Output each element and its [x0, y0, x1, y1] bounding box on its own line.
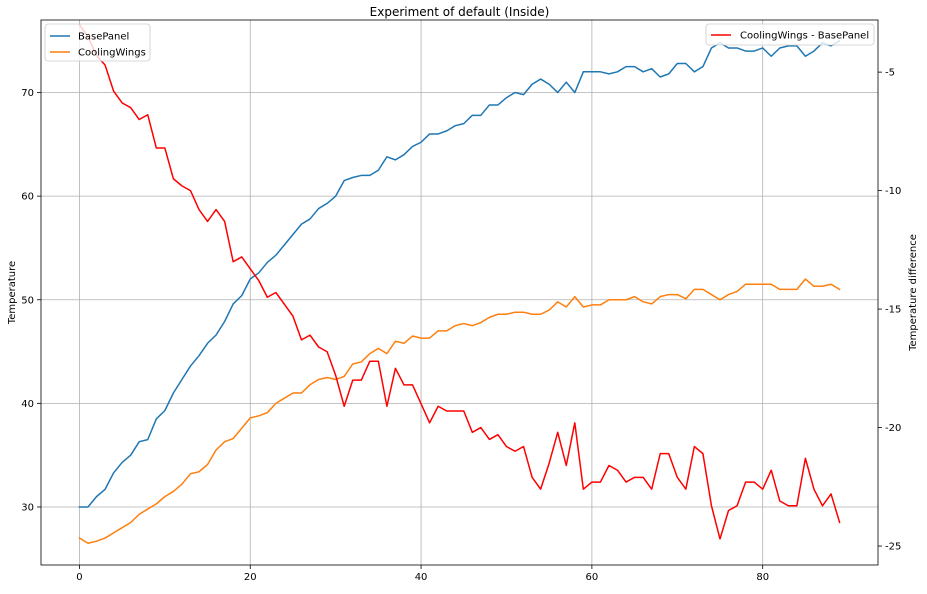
y-tick-label: 60 [21, 192, 34, 203]
y-tick-label: 30 [21, 502, 34, 513]
chart-title: Experiment of default (Inside) [370, 5, 550, 19]
legend-label: CoolingWings - BasePanel [740, 31, 869, 42]
y-axis-right-label: Temperature difference [908, 234, 919, 352]
y-tick-label: 50 [21, 295, 34, 306]
y-axis-label: Temperature [7, 261, 18, 325]
x-tick-label: 0 [76, 572, 82, 583]
series-line-coolingwings-basepanel [78, 23, 841, 540]
x-tick-label: 40 [415, 572, 428, 583]
legend-right-box [705, 23, 875, 46]
x-tick-label: 80 [756, 572, 769, 583]
y-tick-label: 40 [21, 399, 34, 410]
x-tick-label: 20 [244, 572, 257, 583]
legend-label: BasePanel [78, 32, 129, 43]
legend-label: CoolingWings [78, 48, 146, 59]
y-right-tick-label: -5 [885, 68, 895, 79]
y-tick-label: 70 [21, 88, 34, 99]
plot-layer: 0 20 40 60 80 30 40 50 60 70 -25 -20 -15 -10 -5 Experim… [7, 5, 919, 583]
series-line-coolingwings [78, 278, 841, 544]
y-right-tick-label: -15 [885, 305, 901, 316]
y-right-tick-label: -10 [885, 186, 901, 197]
y-right-tick-label: -20 [885, 423, 901, 434]
y-right-tick-label: -25 [885, 542, 901, 553]
plot-frame [40, 19, 879, 566]
x-tick-label: 60 [586, 572, 599, 583]
series-line-basepanel [78, 39, 841, 508]
legend-left-box [44, 23, 151, 62]
